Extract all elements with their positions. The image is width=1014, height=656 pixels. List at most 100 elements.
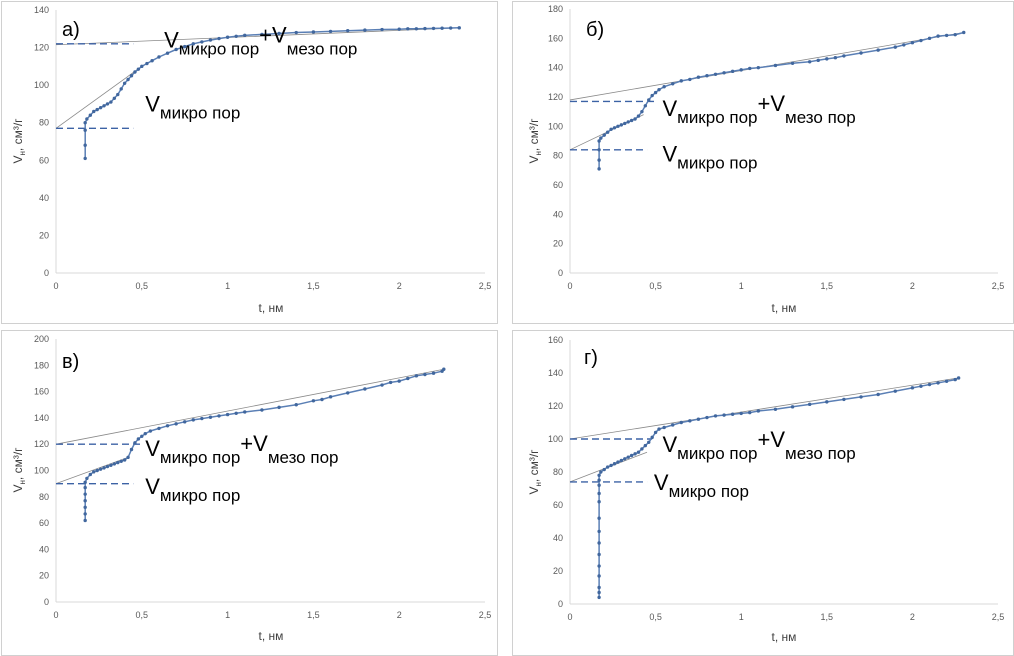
data-point [380,27,384,32]
data-point [696,417,701,421]
panel-label: в) [62,351,79,373]
x-tick-label: 0,5 [136,610,149,620]
data-point [671,423,675,427]
data-point [122,81,127,85]
data-point [626,120,630,124]
data-point [83,143,87,147]
data-point [893,45,897,49]
y-tick-label: 40 [39,544,49,554]
data-point [609,463,613,468]
data-point [605,130,610,134]
data-point [807,402,812,407]
data-point [148,429,153,433]
data-point [200,40,204,44]
data-point [243,410,247,414]
data-point [927,382,932,387]
data-point [174,47,178,52]
data-point [640,447,644,451]
data-point [825,57,829,61]
data-point [944,33,949,38]
data-point [962,30,966,35]
data-point [328,395,333,399]
data-point [636,450,641,454]
data-point [597,529,601,534]
x-tick-label: 1 [739,612,744,622]
data-point [260,32,264,37]
data-point [133,70,137,74]
y-tick-label: 40 [39,193,49,203]
panel-label: б) [586,19,604,41]
data-point [927,36,932,41]
data-point [440,26,444,30]
data-point [83,499,87,503]
data-point [688,77,692,82]
data-point [183,420,187,424]
data-point [98,105,103,110]
data-point [105,464,110,469]
data-point [414,27,419,31]
data-point [129,447,134,452]
annotation-micro: Vмикро пор [145,91,240,122]
data-point [208,415,213,419]
x-axis-title: t, нм [259,301,284,315]
y-tick-label: 0 [558,268,563,278]
data-point [102,104,106,108]
data-point [597,552,601,557]
data-point [363,28,367,32]
data-point [457,26,461,30]
data-point [730,69,735,74]
x-tick-label: 2,5 [479,281,492,291]
y-tick-label: 160 [34,387,49,397]
data-point [643,104,648,108]
data-point [662,85,666,89]
data-point [679,79,683,83]
data-point [633,117,637,121]
x-tick-label: 1,5 [821,281,834,291]
data-point [126,455,130,460]
data-point [597,483,601,487]
y-tick-label: 20 [553,239,563,249]
data-point [294,403,298,407]
data-point [406,27,410,31]
data-point [953,377,957,382]
y-tick-label: 20 [39,230,49,240]
data-point [609,127,613,131]
data-point [730,412,735,416]
data-point [647,440,651,444]
data-point [95,107,99,112]
y-tick-label: 180 [548,4,563,14]
y-tick-label: 80 [553,151,563,161]
y-tick-label: 120 [34,43,49,53]
x-tick-label: 2 [910,281,915,291]
data-point [85,117,89,121]
annotation-micro: Vмикро пор [662,142,757,173]
chart-panel-4: 0 0,5 1 1,5 2 2,5 0 20 40 60 80 100 120 140 160 t, нм Vн… [512,330,1014,656]
x-tick-label: 1,5 [307,281,320,291]
data-point [397,27,401,31]
data-point [597,564,601,568]
data-point [129,74,134,78]
trend-line [55,368,444,445]
data-point [406,376,410,381]
data-point [696,75,701,79]
data-point [623,457,627,461]
data-point [859,395,863,399]
y-tick-label: 80 [39,118,49,128]
data-point [650,435,654,440]
x-tick-label: 2,5 [479,610,492,620]
data-point [83,156,87,161]
data-point [234,34,238,38]
data-point [807,60,812,64]
x-tick-label: 1 [225,610,230,620]
data-point [662,425,666,430]
data-point [388,380,393,385]
data-point [191,42,195,46]
data-point [277,405,281,410]
data-point [713,72,718,76]
y-tick-label: 100 [34,466,49,476]
y-tick-label: 40 [553,533,563,543]
x-tick-label: 1 [225,281,230,291]
annotation-micro: Vмикро пор [145,474,240,505]
data-point [619,458,624,463]
data-point [95,468,99,473]
